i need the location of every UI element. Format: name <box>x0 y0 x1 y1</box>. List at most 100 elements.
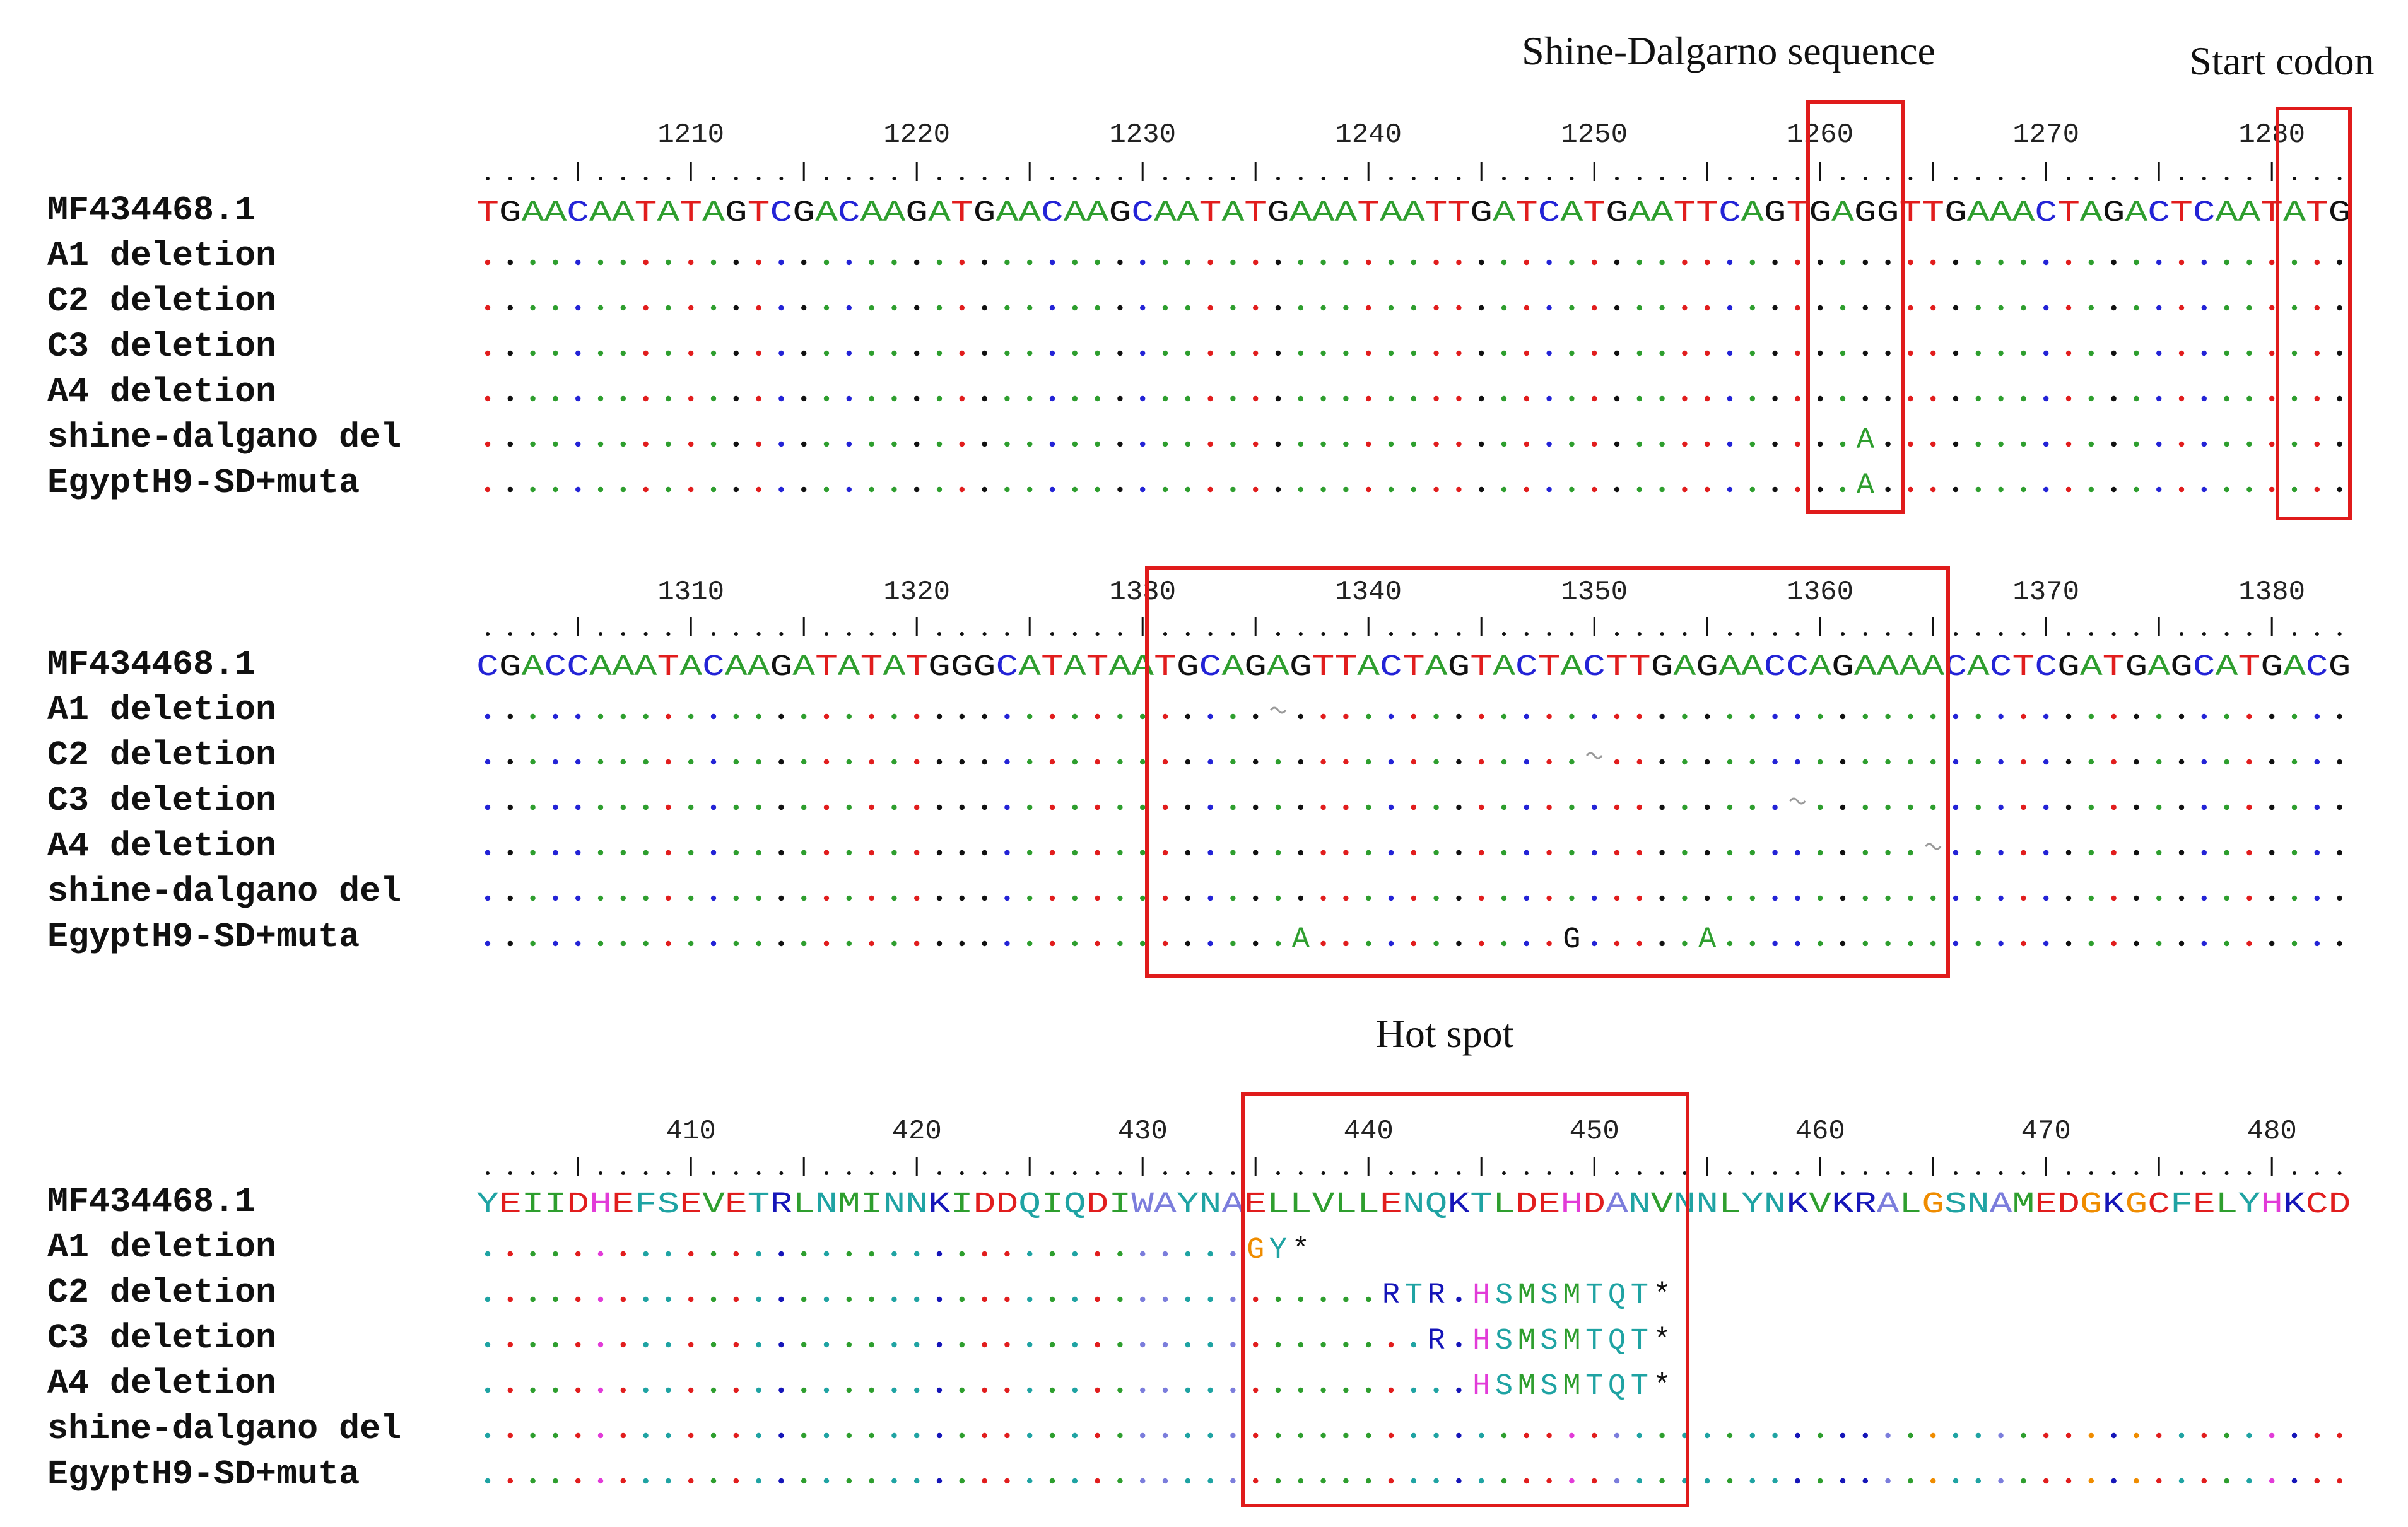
match-dot <box>643 1342 649 1348</box>
match-dot <box>1772 759 1778 765</box>
match-dot <box>1117 940 1123 947</box>
ruler-dot <box>621 177 625 180</box>
match-dot <box>507 940 513 947</box>
match-dot <box>620 395 626 402</box>
ruler-dot <box>1683 177 1687 180</box>
match-dot <box>823 804 830 810</box>
match-dot <box>1998 1432 2004 1439</box>
tick-label: 1320 <box>883 576 950 608</box>
match-dot <box>507 759 513 765</box>
ruler-dot <box>1434 632 1438 636</box>
match-dot <box>666 804 671 810</box>
match-dot <box>1027 441 1033 447</box>
match-dot <box>2111 895 2117 901</box>
sequence-label: A4 deletion <box>47 372 276 412</box>
match-dot <box>575 1251 581 1257</box>
match-dot <box>1862 259 1868 266</box>
match-dot <box>2156 1432 2162 1439</box>
match-dot <box>1885 350 1891 356</box>
match-dot <box>1253 441 1259 447</box>
ruler-dot <box>1185 177 1190 180</box>
tick-label: 430 <box>1118 1116 1168 1147</box>
match-dot <box>1908 441 1913 447</box>
match-dot <box>1840 759 1846 765</box>
match-dot <box>1095 804 1100 810</box>
match-dot <box>530 441 536 447</box>
match-dot <box>530 895 536 901</box>
ruler-dot <box>1457 1171 1461 1175</box>
tick-label: 1340 <box>1335 576 1402 608</box>
match-dot <box>1975 1478 1981 1484</box>
match-dot <box>1366 486 1371 493</box>
match-dot <box>2337 350 2342 356</box>
match-dot <box>1117 395 1123 402</box>
ruler-dot <box>1411 632 1416 636</box>
match-dot <box>2201 804 2207 810</box>
match-dot <box>1682 350 1688 356</box>
match-dot <box>846 1387 852 1393</box>
match-dot <box>2134 395 2139 402</box>
tick-label: 1250 <box>1561 119 1628 151</box>
match-dot <box>1546 1432 1552 1439</box>
ruler-dot <box>756 632 761 636</box>
variant-residue: T <box>1631 1325 1648 1358</box>
match-dot <box>869 804 874 810</box>
tick-label: 1350 <box>1561 576 1628 608</box>
match-dot <box>1095 1432 1100 1439</box>
match-dot <box>846 1478 852 1484</box>
match-dot <box>1614 305 1620 311</box>
match-dot <box>1975 940 1981 947</box>
match-dot <box>1117 305 1123 311</box>
match-dot <box>553 713 558 720</box>
match-dot <box>1795 305 1800 311</box>
match-dot <box>710 350 717 356</box>
match-dot <box>733 1478 739 1484</box>
variant-residue: S <box>1495 1325 1513 1358</box>
match-dot <box>1479 486 1484 493</box>
match-dot <box>688 486 694 493</box>
match-dot <box>1230 759 1236 765</box>
match-dot <box>1772 850 1778 856</box>
match-dot <box>733 486 739 493</box>
match-dot <box>1049 850 1055 856</box>
match-dot <box>1818 895 1823 901</box>
match-dot <box>1411 395 1416 402</box>
match-dot <box>1253 1296 1259 1302</box>
tick-label: 1360 <box>1787 576 1853 608</box>
ruler-dot <box>1005 632 1009 636</box>
variant-residue: A <box>1698 923 1717 957</box>
match-dot <box>2111 441 2117 447</box>
match-dot <box>1524 850 1529 856</box>
match-dot <box>1411 759 1416 765</box>
match-dot <box>1230 441 1236 447</box>
match-dot <box>1388 804 1394 810</box>
match-dot <box>1162 305 1168 311</box>
match-dot <box>1862 895 1868 901</box>
match-dot <box>1388 1342 1394 1348</box>
match-dot <box>1027 350 1033 356</box>
match-dot <box>1320 1432 1326 1439</box>
match-dot <box>643 395 649 402</box>
match-dot <box>2134 259 2139 266</box>
match-dot <box>1749 940 1755 947</box>
match-dot <box>530 395 536 402</box>
match-dot <box>801 895 807 901</box>
match-dot <box>1614 259 1620 266</box>
match-dot <box>1908 850 1913 856</box>
ruler-dot <box>1954 177 1958 180</box>
match-dot <box>1727 895 1733 901</box>
match-dot <box>1027 1296 1033 1302</box>
match-dot <box>666 305 671 311</box>
match-dot <box>869 895 874 901</box>
match-dot <box>1840 259 1846 266</box>
match-dot <box>2134 895 2139 901</box>
ruler-dot <box>2315 632 2319 636</box>
match-dot <box>1546 804 1552 810</box>
match-dot <box>1953 1478 1959 1484</box>
match-dot <box>710 1296 717 1302</box>
match-dot <box>688 895 694 901</box>
match-dot <box>1840 350 1846 356</box>
tick-label: 1380 <box>2238 576 2305 608</box>
match-dot <box>710 713 717 720</box>
